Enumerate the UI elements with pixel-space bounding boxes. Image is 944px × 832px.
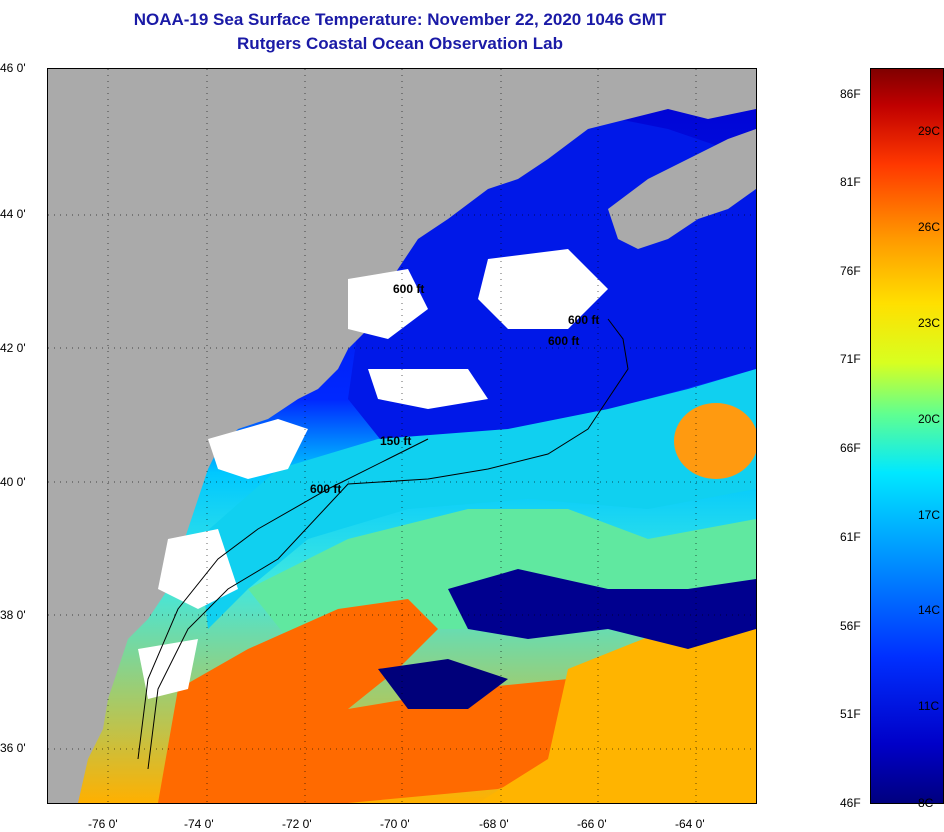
map-subtitle: Rutgers Coastal Ocean Observation Lab	[237, 34, 563, 53]
contour-label-600ft-c: 600 ft	[568, 313, 599, 327]
cloud-3	[478, 249, 608, 329]
southern-warm-water	[478, 629, 756, 803]
lon-label-74: -74 0'	[184, 817, 214, 831]
cloud-5	[158, 529, 238, 609]
gulf-stream-warm	[158, 599, 608, 803]
cb-label-81f: 81F	[840, 175, 861, 189]
cb-label-23c: 23C	[918, 316, 941, 330]
contour-label-600ft-b: 600 ft	[393, 282, 424, 296]
cb-label-61f: 61F	[840, 530, 861, 544]
cb-label-56f: 56F	[840, 619, 861, 633]
cloud-1	[208, 419, 308, 479]
contour-label-150ft: 150 ft	[380, 434, 411, 448]
lat-label-40: 40 0'	[0, 475, 26, 489]
cb-label-51f: 51F	[840, 707, 861, 721]
lat-label-44: 44 0'	[0, 207, 26, 221]
isobath-600ft	[147, 318, 629, 770]
cb-label-66f: 66F	[840, 441, 861, 455]
temperature-colorbar	[870, 68, 944, 804]
isobath-150ft	[137, 438, 429, 760]
lon-label-66: -66 0'	[577, 817, 607, 831]
lon-label-68: -68 0'	[479, 817, 509, 831]
cb-label-11c: 11C	[918, 699, 940, 713]
lon-label-64: -64 0'	[675, 817, 705, 831]
cb-label-76f: 76F	[840, 264, 861, 278]
map-title: NOAA-19 Sea Surface Temperature: Novembe…	[133, 10, 667, 29]
us-mainland	[48, 69, 756, 803]
lat-label-36: 36 0'	[0, 741, 26, 755]
warm-eddy-east	[674, 403, 756, 479]
sst-map: 150 ft 600 ft 600 ft 600 ft 600 ft	[47, 68, 757, 804]
nova-scotia	[608, 129, 756, 249]
cb-label-46f: 46F	[840, 796, 861, 810]
cb-label-14c: 14C	[918, 603, 941, 617]
cb-label-26c: 26C	[918, 220, 941, 234]
shelf-water	[198, 369, 756, 629]
lat-label-46: 46 0'	[0, 61, 26, 75]
lon-label-76: -76 0'	[88, 817, 118, 831]
cb-label-71f: 71F	[840, 352, 861, 366]
cb-label-29c: 29C	[918, 124, 941, 138]
lon-label-72: -72 0'	[282, 817, 312, 831]
cloud-4	[368, 369, 488, 409]
graticule	[48, 69, 756, 803]
lat-label-42: 42 0'	[0, 341, 26, 355]
cold-patch-1	[448, 569, 756, 649]
contour-label-600ft-a: 600 ft	[310, 482, 341, 496]
cloud-2	[348, 269, 428, 339]
lon-label-70: -70 0'	[380, 817, 410, 831]
cb-label-20c: 20C	[918, 412, 941, 426]
cb-label-17c: 17C	[918, 508, 941, 522]
cb-label-8c: 8C	[918, 796, 934, 810]
cb-label-86f: 86F	[840, 87, 861, 101]
contour-label-600ft-d: 600 ft	[548, 334, 579, 348]
cold-patch-2	[378, 659, 508, 709]
lat-label-38: 38 0'	[0, 608, 26, 622]
